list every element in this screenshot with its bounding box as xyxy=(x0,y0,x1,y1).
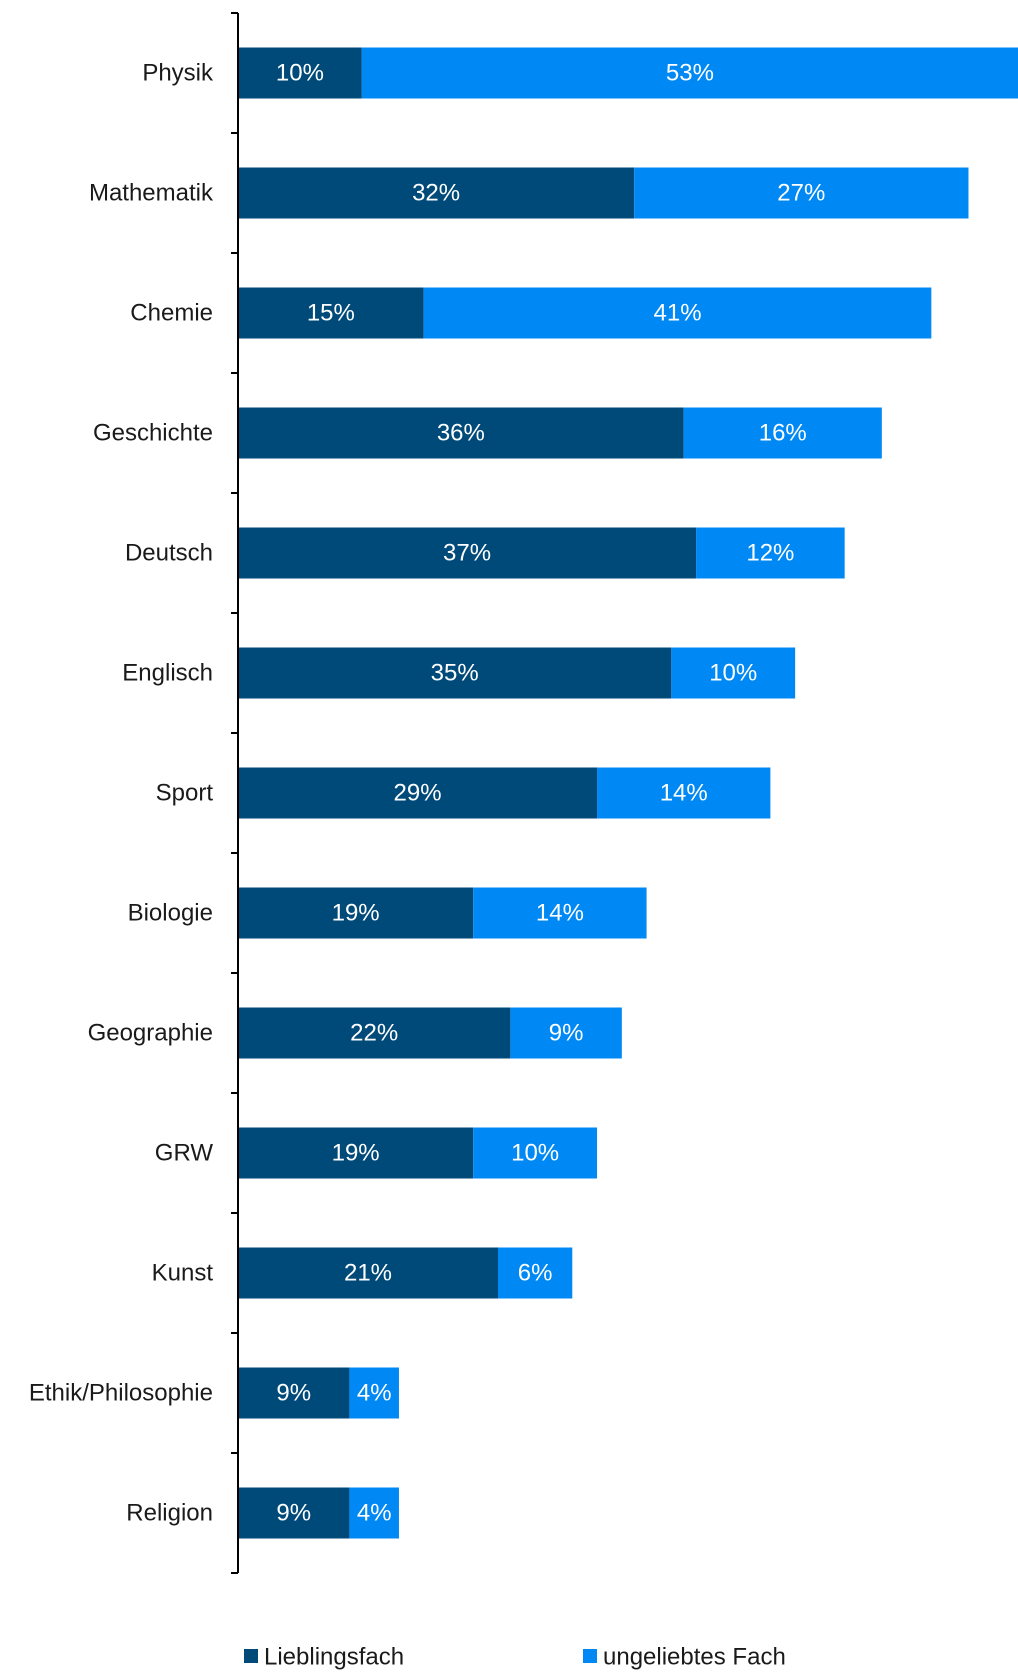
bar-segment-lieblingsfach xyxy=(238,767,598,819)
data-label: 36% xyxy=(437,420,485,447)
bar-segment-ungeliebtes-fach xyxy=(597,767,771,819)
data-label: 4% xyxy=(357,1500,392,1527)
category-label: Physik xyxy=(142,60,214,87)
category-label: Mathematik xyxy=(89,180,214,207)
data-label: 19% xyxy=(332,1140,380,1167)
category-label: Geschichte xyxy=(93,420,213,447)
category-label: Englisch xyxy=(122,660,213,687)
bar-segment-lieblingsfach xyxy=(238,47,362,99)
bar-segment-ungeliebtes-fach xyxy=(671,647,796,699)
bar-segment-lieblingsfach xyxy=(238,1367,350,1419)
data-label: 16% xyxy=(759,420,807,447)
data-label: 10% xyxy=(709,660,757,687)
bar-segment-ungeliebtes-fach xyxy=(473,1127,598,1179)
data-label: 4% xyxy=(357,1380,392,1407)
legend-label: Lieblingsfach xyxy=(264,1644,404,1671)
bar-segment-ungeliebtes-fach xyxy=(473,887,647,939)
category-label: Geographie xyxy=(88,1020,213,1047)
category-label: Chemie xyxy=(130,300,213,327)
data-label: 32% xyxy=(412,180,460,207)
category-label: Religion xyxy=(126,1500,213,1527)
data-label: 6% xyxy=(518,1260,553,1287)
data-label: 29% xyxy=(394,780,442,807)
bar-segment-ungeliebtes-fach xyxy=(696,527,845,579)
category-label: Sport xyxy=(156,780,214,807)
data-label: 10% xyxy=(276,60,324,87)
data-label: 27% xyxy=(777,180,825,207)
data-label: 10% xyxy=(511,1140,559,1167)
bar-segment-ungeliebtes-fach xyxy=(510,1007,622,1059)
bar-segment-ungeliebtes-fach xyxy=(498,1247,573,1299)
category-label: Kunst xyxy=(152,1260,214,1287)
data-label: 9% xyxy=(276,1380,311,1407)
data-label: 9% xyxy=(549,1020,584,1047)
data-label: 21% xyxy=(344,1260,392,1287)
legend-swatch xyxy=(244,1649,258,1663)
bar-segment-lieblingsfach xyxy=(238,1487,350,1539)
data-label: 22% xyxy=(350,1020,398,1047)
legend-label: ungeliebtes Fach xyxy=(603,1644,786,1671)
data-label: 15% xyxy=(307,300,355,327)
bar-segment-ungeliebtes-fach xyxy=(349,1487,399,1539)
data-label: 53% xyxy=(666,60,714,87)
bar-segment-lieblingsfach xyxy=(238,407,684,459)
data-label: 12% xyxy=(746,540,794,567)
bar-segment-lieblingsfach xyxy=(238,1127,474,1179)
data-label: 19% xyxy=(332,900,380,927)
bar-segment-ungeliebtes-fach xyxy=(361,47,1018,99)
data-label: 14% xyxy=(660,780,708,807)
legend-swatch xyxy=(583,1649,597,1663)
category-label: Deutsch xyxy=(125,540,213,567)
y-axis xyxy=(231,12,239,1574)
data-label: 35% xyxy=(431,660,479,687)
bar-segment-lieblingsfach xyxy=(238,1247,498,1299)
bar-segment-lieblingsfach xyxy=(238,527,697,579)
bar-segment-ungeliebtes-fach xyxy=(683,407,882,459)
bar-segment-lieblingsfach xyxy=(238,167,635,219)
category-labels: Physik Mathematik Chemie Geschichte Deutsch E… xyxy=(29,60,214,1527)
legend: Lieblingsfach ungeliebtes Fach xyxy=(244,1644,786,1671)
data-label: 41% xyxy=(654,300,702,327)
bar-segment-lieblingsfach xyxy=(238,1007,511,1059)
data-label: 9% xyxy=(276,1500,311,1527)
bar-segment-ungeliebtes-fach xyxy=(423,287,932,339)
category-label: Ethik/Philosophie xyxy=(29,1380,213,1407)
data-label: 37% xyxy=(443,540,491,567)
bar-segment-lieblingsfach xyxy=(238,287,424,339)
category-label: Biologie xyxy=(128,900,213,927)
data-label: 14% xyxy=(536,900,584,927)
bar-segment-ungeliebtes-fach xyxy=(634,167,969,219)
bar-segment-ungeliebtes-fach xyxy=(349,1367,399,1419)
bars-group: 10% 53% 32% 27% 15% 41% 36% 16% 37% 12% 35% 10% 29% 1… xyxy=(238,47,1018,1539)
bar-segment-lieblingsfach xyxy=(238,647,672,699)
category-label: GRW xyxy=(155,1140,214,1167)
bar-segment-lieblingsfach xyxy=(238,887,474,939)
